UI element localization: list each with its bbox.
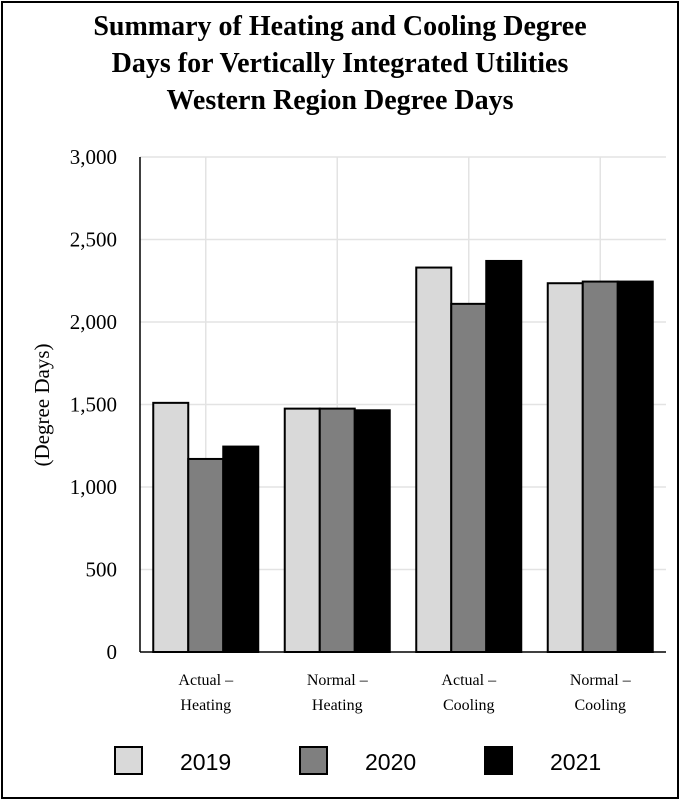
y-tick-label: 500 xyxy=(86,558,118,582)
bar-2021-cat-3 xyxy=(616,280,654,653)
bar-2019-cat-0 xyxy=(152,401,190,653)
chart-title-line-2: Days for Vertically Integrated Utilities xyxy=(111,48,569,79)
legend-swatch-2019 xyxy=(114,746,143,775)
category-labels: Actual – Heating Normal – Heating Actual – Co… xyxy=(178,672,631,714)
y-tick-labels: 0 500 1,000 1,500 2,000 2,500 3,000 xyxy=(70,145,117,664)
bars xyxy=(152,259,654,654)
legend-swatch-2021 xyxy=(484,746,513,775)
y-tick-label: 1,000 xyxy=(70,475,117,499)
x-category-label: Cooling xyxy=(443,697,495,714)
x-category-label: Cooling xyxy=(574,697,626,714)
y-axis-label: (Degree Days) xyxy=(30,343,54,466)
legend: 2019 2020 2021 xyxy=(114,746,601,775)
x-category-label: Actual – xyxy=(441,672,497,689)
chart-title-line-1: Summary of Heating and Cooling Degree xyxy=(93,11,587,42)
legend-label-2021: 2021 xyxy=(550,749,601,775)
axes xyxy=(139,157,666,653)
legend-swatch-2020 xyxy=(299,746,328,775)
x-category-label: Heating xyxy=(312,697,363,714)
y-tick-label: 3,000 xyxy=(70,145,117,169)
bar-2020-cat-1 xyxy=(318,407,356,653)
bar-2021-cat-0 xyxy=(222,445,260,654)
bar-2019-cat-3 xyxy=(546,282,584,653)
x-category-label: Actual – xyxy=(178,672,234,689)
bar-2019-cat-1 xyxy=(283,407,321,653)
chart-title: Summary of Heating and Cooling Degree Da… xyxy=(0,8,680,119)
legend-label-2019: 2019 xyxy=(180,749,231,775)
x-category-label: Normal – xyxy=(570,672,632,689)
chart-title-line-3: Western Region Degree Days xyxy=(166,85,514,116)
x-category-label: Normal – xyxy=(307,672,369,689)
y-tick-label: 1,500 xyxy=(70,393,117,417)
bar-2019-cat-2 xyxy=(415,266,453,653)
bar-2020-cat-2 xyxy=(450,302,488,653)
y-tick-label: 2,000 xyxy=(70,310,117,334)
x-category-label: Heating xyxy=(180,697,231,714)
bar-2021-cat-1 xyxy=(353,409,391,653)
y-tick-label: 2,500 xyxy=(70,228,117,252)
y-tick-label: 0 xyxy=(107,640,118,664)
bar-2021-cat-2 xyxy=(485,259,523,653)
legend-label-2020: 2020 xyxy=(365,749,416,775)
bar-2020-cat-0 xyxy=(187,457,225,654)
bar-2020-cat-3 xyxy=(581,280,619,653)
